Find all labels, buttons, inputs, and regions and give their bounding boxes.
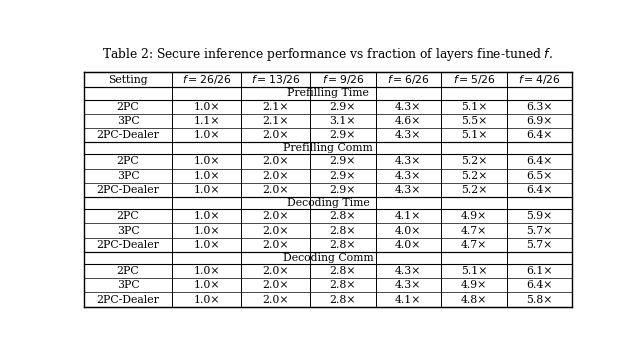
Text: 2.0×: 2.0× [262,294,289,304]
Text: 4.9×: 4.9× [461,211,487,221]
Text: 2.8×: 2.8× [330,266,356,276]
Text: 4.1×: 4.1× [395,294,422,304]
Text: 2.0×: 2.0× [262,171,289,181]
Text: 6.3×: 6.3× [526,102,552,111]
Text: 1.0×: 1.0× [193,294,220,304]
Text: 2.0×: 2.0× [262,156,289,166]
Text: 4.8×: 4.8× [461,294,487,304]
Text: $f = 4/26$: $f = 4/26$ [518,73,561,86]
Text: 2.0×: 2.0× [262,130,289,140]
Text: 4.0×: 4.0× [395,226,422,236]
Text: 5.1×: 5.1× [461,130,487,140]
Text: 4.6×: 4.6× [395,116,422,126]
Text: 1.0×: 1.0× [193,156,220,166]
Text: 5.2×: 5.2× [461,171,487,181]
Text: 1.0×: 1.0× [193,102,220,111]
Text: 1.1×: 1.1× [193,116,220,126]
Text: 5.9×: 5.9× [526,211,552,221]
Text: 4.3×: 4.3× [395,130,422,140]
Text: 1.0×: 1.0× [193,130,220,140]
Text: Table 2: Secure inference performance vs fraction of layers fine-tuned $f$.: Table 2: Secure inference performance vs… [102,46,554,63]
Text: Setting: Setting [108,74,148,84]
Text: $f = 6/26$: $f = 6/26$ [387,73,429,86]
Text: 5.5×: 5.5× [461,116,487,126]
Text: 2.0×: 2.0× [262,281,289,290]
Text: 1.0×: 1.0× [193,211,220,221]
Text: 2.9×: 2.9× [330,102,356,111]
Text: 3.1×: 3.1× [330,116,356,126]
Text: 1.0×: 1.0× [193,281,220,290]
Text: 6.5×: 6.5× [526,171,552,181]
Text: 2.0×: 2.0× [262,211,289,221]
Text: 6.1×: 6.1× [526,266,552,276]
Text: 2PC: 2PC [116,156,140,166]
Text: 5.7×: 5.7× [526,240,552,249]
Text: 5.2×: 5.2× [461,185,487,195]
Text: 3PC: 3PC [116,116,140,126]
Text: 4.3×: 4.3× [395,156,422,166]
Text: 5.2×: 5.2× [461,156,487,166]
Text: 4.1×: 4.1× [395,211,422,221]
Text: 4.7×: 4.7× [461,226,487,236]
Text: 4.9×: 4.9× [461,281,487,290]
Text: 2.8×: 2.8× [330,226,356,236]
Text: 4.3×: 4.3× [395,102,422,111]
Text: 2.0×: 2.0× [262,226,289,236]
Text: 2PC-Dealer: 2PC-Dealer [97,240,159,249]
Text: 2PC-Dealer: 2PC-Dealer [97,294,159,304]
Text: 2.8×: 2.8× [330,211,356,221]
Text: Prefilling Time: Prefilling Time [287,88,369,98]
Text: 2.9×: 2.9× [330,156,356,166]
Text: 6.4×: 6.4× [526,185,552,195]
Text: $f = 9/26$: $f = 9/26$ [322,73,364,86]
Text: $f = 26/26$: $f = 26/26$ [182,73,231,86]
Text: 2.9×: 2.9× [330,171,356,181]
Text: 3PC: 3PC [116,171,140,181]
Text: 2.1×: 2.1× [262,102,289,111]
Text: Prefilling Comm: Prefilling Comm [283,143,373,153]
Text: 3PC: 3PC [116,226,140,236]
Text: 2PC-Dealer: 2PC-Dealer [97,130,159,140]
Text: 2.9×: 2.9× [330,185,356,195]
Text: 4.3×: 4.3× [395,171,422,181]
Text: Decoding Time: Decoding Time [287,198,369,208]
Text: 1.0×: 1.0× [193,266,220,276]
Text: 4.7×: 4.7× [461,240,487,249]
Text: 4.0×: 4.0× [395,240,422,249]
Text: 5.1×: 5.1× [461,102,487,111]
Text: $f = 13/26$: $f = 13/26$ [251,73,300,86]
Text: 2PC: 2PC [116,266,140,276]
Text: 6.4×: 6.4× [526,156,552,166]
Text: 5.1×: 5.1× [461,266,487,276]
Text: Decoding Comm: Decoding Comm [283,253,373,263]
Text: 5.7×: 5.7× [526,226,552,236]
Text: $f = 5/26$: $f = 5/26$ [452,73,495,86]
Text: 4.3×: 4.3× [395,185,422,195]
Text: 3PC: 3PC [116,281,140,290]
Text: 2.8×: 2.8× [330,294,356,304]
Text: 2.0×: 2.0× [262,266,289,276]
Text: 2.0×: 2.0× [262,185,289,195]
Text: 2.0×: 2.0× [262,240,289,249]
Text: 6.4×: 6.4× [526,281,552,290]
Text: 2PC: 2PC [116,102,140,111]
Text: 2.8×: 2.8× [330,240,356,249]
Text: 2PC: 2PC [116,211,140,221]
Text: 6.9×: 6.9× [526,116,552,126]
Text: 2.8×: 2.8× [330,281,356,290]
Text: 6.4×: 6.4× [526,130,552,140]
Text: 5.8×: 5.8× [526,294,552,304]
Text: 1.0×: 1.0× [193,226,220,236]
Text: 1.0×: 1.0× [193,185,220,195]
Text: 4.3×: 4.3× [395,266,422,276]
Text: 2.9×: 2.9× [330,130,356,140]
Text: 2.1×: 2.1× [262,116,289,126]
Text: 2PC-Dealer: 2PC-Dealer [97,185,159,195]
Text: 1.0×: 1.0× [193,171,220,181]
Text: 1.0×: 1.0× [193,240,220,249]
Text: 4.3×: 4.3× [395,281,422,290]
